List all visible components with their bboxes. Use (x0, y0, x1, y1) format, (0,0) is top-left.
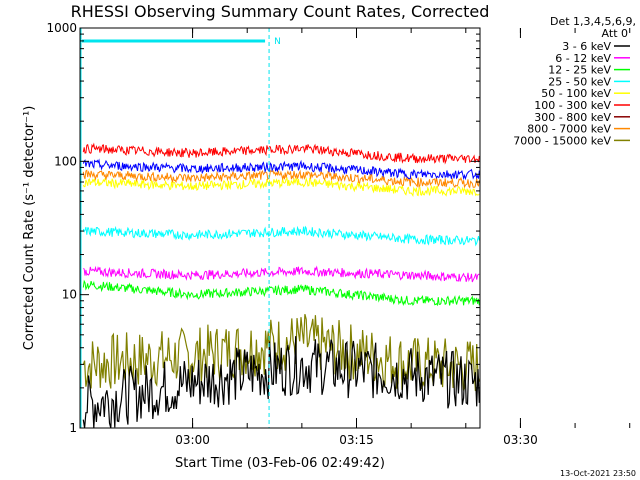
legend-label: 800 - 7000 keV (527, 123, 611, 136)
plot-frame (79, 27, 481, 429)
y-tick-label: 100 (54, 154, 77, 168)
time-markers: N (80, 28, 281, 428)
x-axis-label: Start Time (03-Feb-06 02:49:42) (175, 456, 385, 471)
legend-label: 12 - 25 keV (548, 64, 611, 77)
legend-label: 7000 - 15000 keV (513, 134, 611, 147)
night-label: N (274, 37, 281, 47)
chart-title: RHESSI Observing Summary Count Rates, Co… (71, 2, 490, 21)
x-tick-label: 03:15 (339, 433, 374, 447)
series-line (82, 169, 480, 189)
legend-header-line-2: Att 0 (602, 27, 628, 40)
legend-label: 300 - 800 keV (534, 111, 611, 124)
series-line (82, 279, 480, 307)
legend-label: 100 - 300 keV (534, 99, 611, 112)
series-line (82, 225, 480, 247)
legend-label: 6 - 12 keV (555, 52, 611, 65)
y-tick-label: 1 (69, 421, 77, 435)
y-axis-label: Corrected Count Rate (s⁻¹ detector⁻¹) (22, 106, 37, 351)
series-line (83, 265, 480, 283)
y-tick-label: 10 (62, 288, 77, 302)
series-lines (82, 142, 480, 429)
series-line (82, 336, 480, 429)
series-line (82, 158, 480, 181)
y-tick-label: 1000 (46, 21, 77, 35)
series-line (82, 314, 480, 392)
legend-label: 25 - 50 keV (548, 75, 611, 88)
legend-label: 50 - 100 keV (541, 87, 611, 100)
legend-header-line-1: Det 1,3,4,5,6,9, (550, 15, 636, 28)
legend-label: 3 - 6 keV (562, 40, 611, 53)
x-tick-label: 03:00 (175, 433, 210, 447)
series-line (82, 176, 480, 197)
timestamp: 13-Oct-2021 23:50 (560, 469, 636, 478)
y-axis: 1 10 100 1000 (46, 21, 480, 435)
series-line (82, 142, 480, 165)
x-tick-label: 03:30 (503, 433, 538, 447)
